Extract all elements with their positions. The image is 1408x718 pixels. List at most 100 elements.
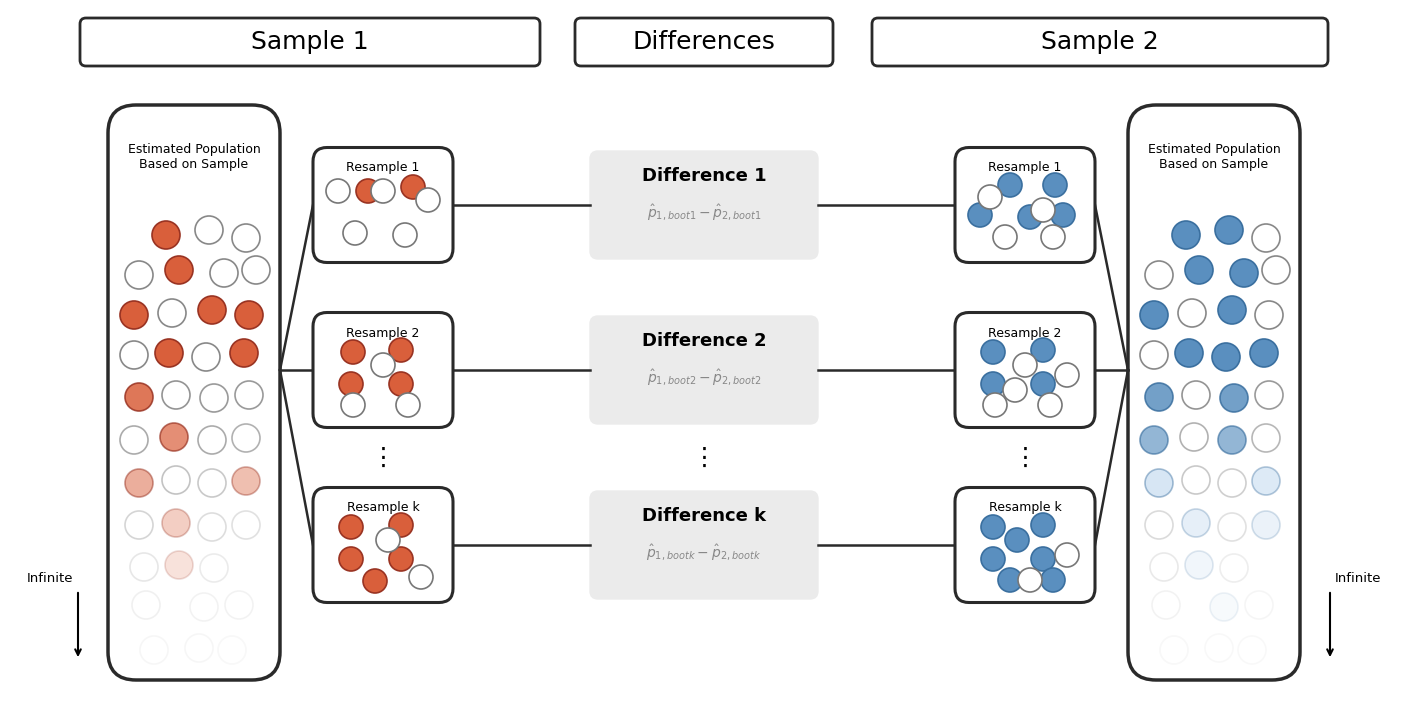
Circle shape: [232, 424, 260, 452]
Circle shape: [190, 593, 218, 621]
Circle shape: [1186, 551, 1214, 579]
Circle shape: [130, 553, 158, 581]
Circle shape: [1176, 339, 1202, 367]
Circle shape: [998, 568, 1022, 592]
Circle shape: [1145, 469, 1173, 497]
Circle shape: [356, 179, 380, 203]
Circle shape: [125, 383, 153, 411]
FancyBboxPatch shape: [313, 488, 453, 602]
Circle shape: [184, 634, 213, 662]
Circle shape: [376, 528, 400, 552]
Text: Differences: Differences: [632, 30, 776, 54]
Circle shape: [194, 216, 222, 244]
Circle shape: [1160, 636, 1188, 664]
Text: Infinite: Infinite: [1335, 572, 1381, 584]
Circle shape: [162, 509, 190, 537]
Text: Sample 1: Sample 1: [251, 30, 369, 54]
FancyBboxPatch shape: [872, 18, 1328, 66]
Text: Difference k: Difference k: [642, 507, 766, 525]
Circle shape: [1050, 203, 1074, 227]
Circle shape: [339, 515, 363, 539]
Circle shape: [327, 179, 351, 203]
FancyBboxPatch shape: [80, 18, 541, 66]
Circle shape: [232, 224, 260, 252]
Circle shape: [1043, 173, 1067, 197]
Text: Infinite: Infinite: [27, 572, 73, 584]
Text: $\hat{p}_{1,boot2} - \hat{p}_{2,boot2}$: $\hat{p}_{1,boot2} - \hat{p}_{2,boot2}$: [646, 368, 762, 388]
FancyBboxPatch shape: [313, 147, 453, 263]
FancyBboxPatch shape: [108, 105, 280, 680]
Circle shape: [120, 426, 148, 454]
FancyBboxPatch shape: [955, 488, 1095, 602]
Circle shape: [1002, 378, 1026, 402]
Circle shape: [165, 256, 193, 284]
Circle shape: [1018, 568, 1042, 592]
Text: Estimated Population
Based on Sample: Estimated Population Based on Sample: [128, 143, 260, 171]
Circle shape: [415, 188, 439, 212]
Circle shape: [1140, 426, 1169, 454]
Circle shape: [1219, 384, 1247, 412]
Circle shape: [161, 423, 189, 451]
Circle shape: [1145, 511, 1173, 539]
Circle shape: [1212, 343, 1240, 371]
Circle shape: [199, 426, 227, 454]
FancyBboxPatch shape: [590, 491, 818, 599]
Circle shape: [165, 551, 193, 579]
Circle shape: [396, 393, 420, 417]
Circle shape: [389, 547, 413, 571]
Circle shape: [1245, 591, 1273, 619]
Text: ⋮: ⋮: [370, 445, 396, 470]
Circle shape: [1005, 528, 1029, 552]
Circle shape: [162, 466, 190, 494]
Circle shape: [1055, 543, 1079, 567]
Text: Resample 2: Resample 2: [988, 327, 1062, 340]
Circle shape: [969, 203, 993, 227]
Circle shape: [1255, 381, 1283, 409]
Circle shape: [1140, 341, 1169, 369]
Circle shape: [235, 301, 263, 329]
Circle shape: [981, 547, 1005, 571]
Circle shape: [1215, 216, 1243, 244]
Circle shape: [218, 636, 246, 664]
Circle shape: [235, 381, 263, 409]
Text: ⋮: ⋮: [1012, 445, 1038, 470]
Circle shape: [242, 256, 270, 284]
Circle shape: [1145, 261, 1173, 289]
Circle shape: [344, 221, 367, 245]
Circle shape: [339, 547, 363, 571]
Text: Difference 1: Difference 1: [642, 167, 766, 185]
Circle shape: [158, 299, 186, 327]
Text: $\hat{p}_{1,boot1} - \hat{p}_{2,boot1}$: $\hat{p}_{1,boot1} - \hat{p}_{2,boot1}$: [646, 203, 762, 223]
Circle shape: [232, 511, 260, 539]
Text: Difference 2: Difference 2: [642, 332, 766, 350]
Circle shape: [1218, 296, 1246, 324]
Circle shape: [1152, 591, 1180, 619]
Text: Resample 1: Resample 1: [346, 162, 420, 174]
Circle shape: [1150, 553, 1178, 581]
Circle shape: [199, 296, 227, 324]
Circle shape: [389, 513, 413, 537]
Circle shape: [1012, 353, 1038, 377]
Circle shape: [199, 469, 227, 497]
Circle shape: [998, 173, 1022, 197]
Circle shape: [1041, 225, 1064, 249]
Circle shape: [993, 225, 1017, 249]
Circle shape: [191, 343, 220, 371]
Circle shape: [1252, 511, 1280, 539]
FancyBboxPatch shape: [1128, 105, 1300, 680]
Text: ⋮: ⋮: [691, 445, 717, 470]
Circle shape: [363, 569, 387, 593]
Circle shape: [389, 338, 413, 362]
Circle shape: [1252, 224, 1280, 252]
Circle shape: [1031, 513, 1055, 537]
Circle shape: [1041, 568, 1064, 592]
Text: Resample 1: Resample 1: [988, 162, 1062, 174]
Text: $\hat{p}_{1,bootk} - \hat{p}_{2,bootk}$: $\hat{p}_{1,bootk} - \hat{p}_{2,bootk}$: [646, 543, 762, 563]
Circle shape: [1262, 256, 1290, 284]
Circle shape: [200, 384, 228, 412]
Circle shape: [132, 591, 161, 619]
Circle shape: [1140, 301, 1169, 329]
Circle shape: [125, 261, 153, 289]
Circle shape: [1031, 547, 1055, 571]
Circle shape: [1031, 198, 1055, 222]
